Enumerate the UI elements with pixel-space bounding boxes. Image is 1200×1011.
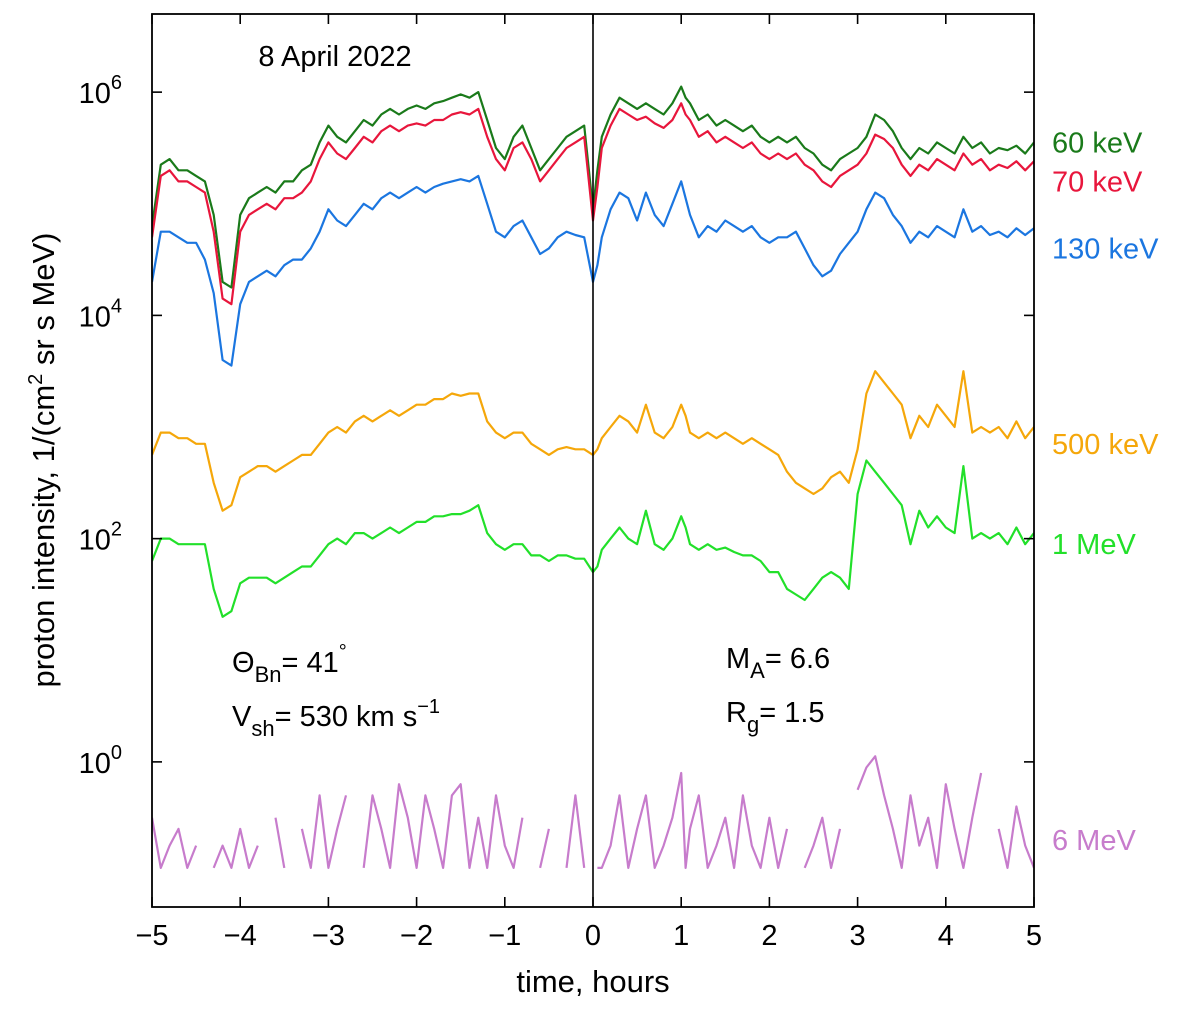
x-tick-label: 0 [585, 920, 601, 952]
theta-subscript: Bn [255, 662, 282, 687]
x-tick-label: 1 [673, 920, 689, 952]
x-tick-label: 3 [850, 920, 866, 952]
legend-label-500-kev: 500 keV [1052, 429, 1159, 461]
vsh-symbol: V [232, 701, 252, 733]
ma-symbol: M [726, 643, 750, 675]
x-tick-label: −5 [135, 920, 168, 952]
theta-symbol: Θ [232, 647, 255, 679]
y-tick-label: 102 [79, 519, 122, 557]
legend-label-1-mev: 1 MeV [1052, 529, 1136, 561]
y-tick-label: 100 [79, 742, 122, 780]
y-axis-label-main: proton intensity, 1/(cm [26, 385, 61, 688]
x-axis: −5 −4 −3 −2 −1 0 1 2 3 4 5 [135, 14, 1042, 952]
legend: 60 keV 70 keV 130 keV 500 keV 1 MeV 6 MeV [1052, 127, 1159, 857]
chart-title: 8 April 2022 [258, 41, 411, 73]
vsh-exponent: −1 [417, 696, 440, 718]
x-tick-label: 5 [1026, 920, 1042, 952]
x-tick-label: −4 [224, 920, 257, 952]
x-tick-label: 2 [761, 920, 777, 952]
vsh-value: = 530 km s [275, 701, 418, 733]
vsh-subscript: sh [251, 716, 274, 741]
annotation-rg: Rg= 1.5 [726, 697, 825, 737]
x-tick-label: −3 [312, 920, 345, 952]
annotation-theta: ΘBn= 41° [232, 641, 347, 687]
x-tick-label: −2 [400, 920, 433, 952]
y-axis-label-sup: 2 [25, 374, 47, 385]
y-axis-label-tail: sr s MeV) [26, 232, 61, 373]
annotation-ma: MA= 6.6 [726, 643, 830, 683]
series-line-70-kev [152, 102, 1034, 306]
y-axis-label: proton intensity, 1/(cm2 sr s MeV) [25, 232, 61, 687]
ma-value: = 6.6 [765, 643, 830, 675]
theta-value: = 41 [281, 647, 338, 679]
rg-symbol: R [726, 697, 747, 729]
series-line-500-kev [152, 370, 1034, 512]
x-tick-label: −1 [488, 920, 521, 952]
rg-subscript: g [747, 712, 759, 737]
x-axis-label: time, hours [516, 964, 669, 999]
rg-value: = 1.5 [759, 697, 824, 729]
series-line-60-kev [152, 85, 1034, 289]
series-line-130-kev [152, 174, 1034, 367]
series-layer [152, 85, 1034, 869]
legend-label-60-kev: 60 keV [1052, 127, 1143, 159]
y-tick-label: 104 [79, 295, 122, 333]
x-tick-label: 4 [938, 920, 954, 952]
series-line-6-mev [152, 755, 1034, 869]
y-axis: 100 102 104 106 [79, 72, 1034, 780]
annotation-vsh: Vsh= 530 km s−1 [232, 696, 440, 741]
theta-degree: ° [339, 641, 347, 663]
y-tick-label: 106 [79, 72, 122, 110]
ma-subscript: A [750, 658, 765, 683]
legend-label-130-kev: 130 keV [1052, 233, 1159, 265]
series-line-1-mev [152, 459, 1034, 618]
legend-label-70-kev: 70 keV [1052, 166, 1143, 198]
legend-label-6-mev: 6 MeV [1052, 825, 1136, 857]
